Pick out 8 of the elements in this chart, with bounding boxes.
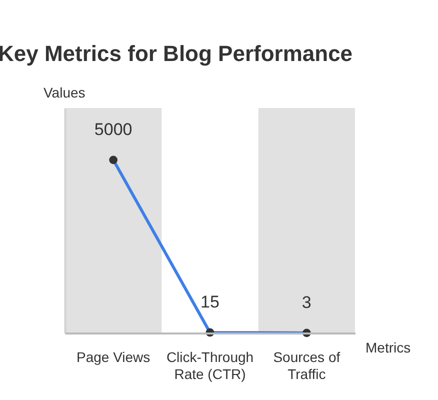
y-axis-title: Values — [44, 84, 86, 100]
x-tick-label: Sources of Traffic — [273, 349, 340, 382]
data-label: 15 — [200, 292, 220, 312]
data-label: 3 — [302, 292, 312, 312]
x-tick-label: Page Views — [76, 349, 150, 365]
x-tick-label: Click-Through Rate (CTR) — [166, 349, 254, 382]
data-label: 5000 — [94, 120, 132, 139]
x-axis-title: Metrics — [366, 340, 411, 356]
